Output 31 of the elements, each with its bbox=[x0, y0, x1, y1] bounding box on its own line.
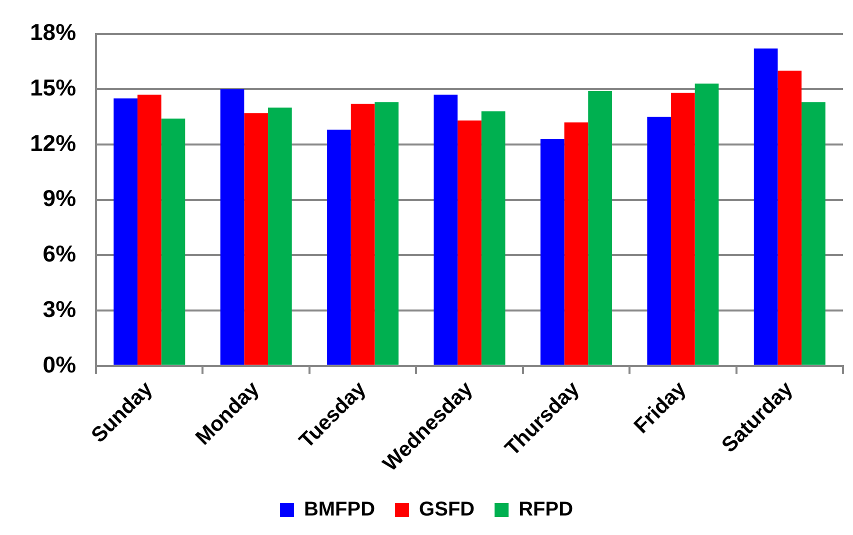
legend-label: RFPD bbox=[518, 498, 574, 521]
bar bbox=[434, 94, 458, 365]
bar bbox=[754, 48, 778, 365]
y-tick-label: 18% bbox=[30, 19, 76, 46]
bar bbox=[564, 122, 588, 365]
y-tick-label: 9% bbox=[42, 185, 76, 212]
y-tick-label: 12% bbox=[30, 130, 76, 156]
bar bbox=[220, 89, 244, 365]
bar bbox=[244, 113, 268, 365]
y-tick-label: 0% bbox=[42, 351, 76, 378]
bar bbox=[327, 130, 351, 365]
legend-label: GSFD bbox=[419, 498, 475, 521]
bar bbox=[161, 118, 186, 365]
y-tick-label: 3% bbox=[42, 296, 76, 322]
bar bbox=[114, 98, 138, 365]
bar bbox=[694, 84, 719, 365]
legend-label: BMFPD bbox=[304, 498, 376, 521]
bar bbox=[137, 94, 162, 365]
y-tick-label: 6% bbox=[42, 240, 76, 267]
bar bbox=[350, 104, 375, 365]
bar bbox=[458, 120, 482, 365]
bar bbox=[268, 108, 292, 365]
bar bbox=[778, 70, 802, 365]
bar bbox=[647, 116, 672, 365]
y-tick-label: 15% bbox=[30, 74, 76, 100]
bar bbox=[481, 111, 506, 365]
bar bbox=[588, 91, 612, 365]
bar bbox=[374, 102, 399, 365]
bar bbox=[802, 102, 826, 365]
bar bbox=[540, 138, 564, 365]
bar bbox=[671, 92, 695, 365]
